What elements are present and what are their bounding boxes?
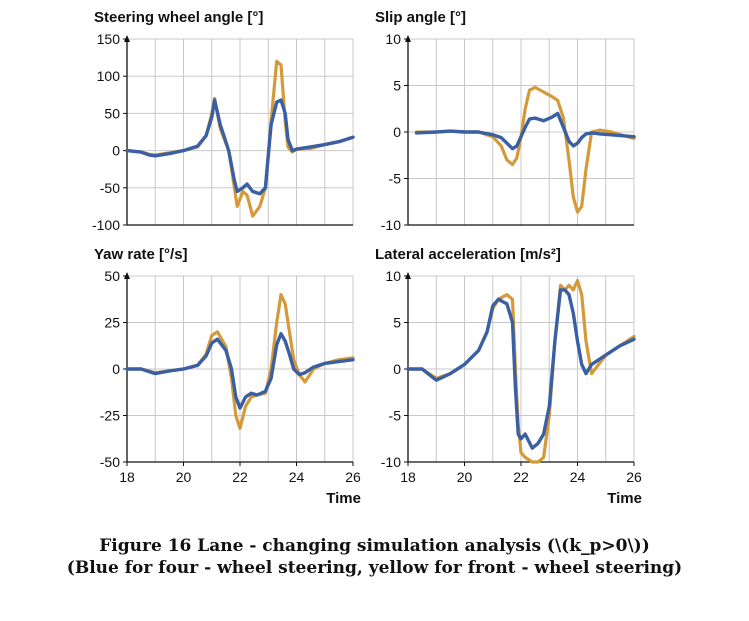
figure-caption-line-1: Figure 16 Lane - changing simulation ana… [99,536,650,556]
y-tick-label: -50 [100,454,120,470]
x-axis-title: Time [607,490,642,507]
y-tick-label: 25 [104,315,120,331]
series-line-four-wheel [414,111,636,151]
series-line-four-wheel [125,332,355,410]
y-tick-label: 50 [104,105,120,121]
y-tick-label: -10 [381,454,401,470]
x-tick-label: 26 [345,469,361,485]
y-tick-label: -5 [389,408,402,424]
x-tick-label: 20 [457,469,473,485]
x-tick-label: 26 [626,469,642,485]
panel-title: Steering wheel angle [°] [94,9,263,26]
y-tick-label: -100 [92,217,120,233]
y-tick-label: -10 [381,217,401,233]
x-tick-label: 18 [119,469,135,485]
y-tick-label: 0 [393,361,401,377]
y-tick-label: 50 [104,268,120,284]
panel-title: Lateral acceleration [m/s²] [375,246,561,263]
series-line-four-wheel [406,288,636,450]
y-tick-label: 0 [112,361,120,377]
x-tick-label: 20 [176,469,192,485]
x-axis-title: Time [326,490,361,507]
y-tick-label: -25 [100,408,120,424]
y-tick-label: 100 [97,68,121,84]
figure-caption-line-2: (Blue for four - wheel steering, yellow … [66,558,683,578]
panel-title: Slip angle [°] [375,9,466,26]
y-tick-label: -50 [100,180,120,196]
y-tick-label: 10 [385,31,401,47]
y-tick-label: 150 [97,31,121,47]
y-tick-label: 0 [393,124,401,140]
series-line-front-wheel [414,85,636,214]
x-tick-label: 24 [289,469,305,485]
y-tick-label: -5 [389,171,402,187]
panel-title: Yaw rate [°/s] [94,246,188,263]
x-tick-label: 24 [570,469,586,485]
y-tick-label: 10 [385,268,401,284]
x-tick-label: 22 [513,469,529,485]
x-tick-label: 18 [400,469,416,485]
y-tick-label: 5 [393,315,401,331]
y-tick-label: 0 [112,143,120,159]
series-line-four-wheel [125,98,355,196]
x-tick-label: 22 [232,469,248,485]
y-tick-label: 5 [393,78,401,94]
